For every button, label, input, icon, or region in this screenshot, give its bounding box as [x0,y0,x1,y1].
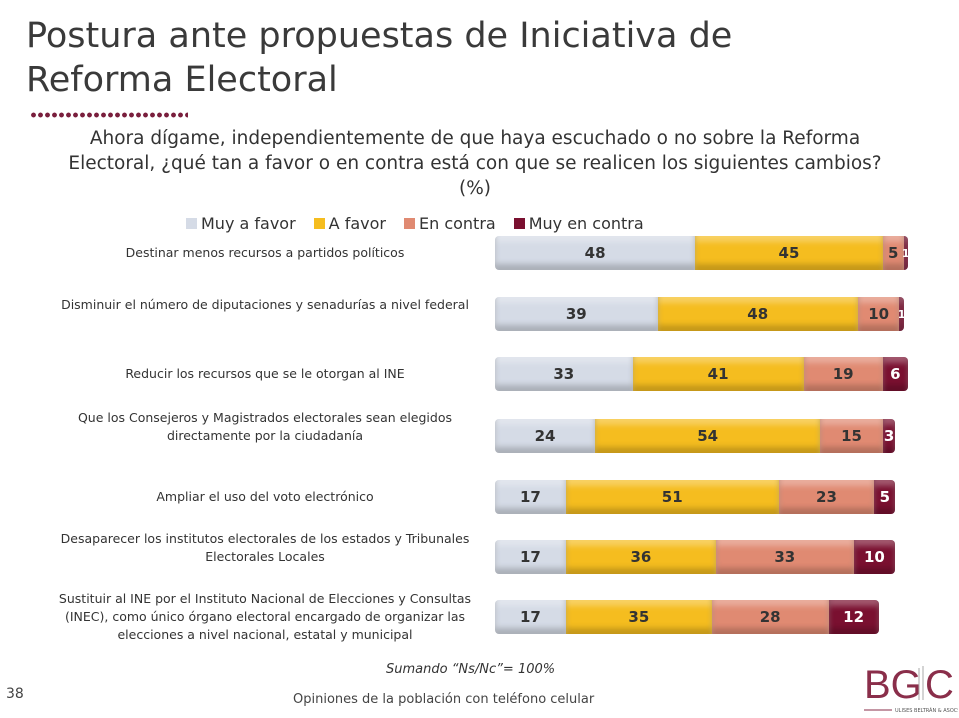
bar-segment-en-contra: 15 [820,419,883,453]
bar-segment-muy-a-favor: 17 [495,480,566,514]
legend-label: Muy en contra [528,214,644,233]
bar-segment-muy-a-favor: 33 [495,357,633,391]
legend: Muy a favor A favor En contra Muy en contra [186,214,644,233]
legend-item: En contra [403,214,496,233]
footer: Opiniones de la población con teléfono c… [293,692,595,707]
data-label: 1 [897,307,904,321]
bar-row: 17 51 23 5 [495,480,896,514]
bar-segment-muy-a-favor: 17 [495,540,566,574]
bar-segment-muy-en-contra: 1 [901,236,908,270]
legend-label: Muy a favor [201,214,296,233]
bar-segment-muy-a-favor: 39 [495,297,658,331]
data-label: 41 [707,365,729,383]
data-label: 6 [890,365,901,383]
data-label: 23 [816,488,837,506]
note: Sumando “Ns/Nc”= 100% [386,662,556,677]
data-label: 17 [520,608,541,626]
data-label: 28 [759,608,781,626]
data-label: 5 [879,488,891,506]
data-label: 15 [841,427,862,445]
data-label: 1 [901,246,908,260]
data-label: 10 [868,305,890,323]
data-label: 51 [661,488,683,506]
data-label: 39 [565,305,587,323]
bar-segment-muy-en-contra: 1 [897,297,904,331]
bar-row: 17 35 28 12 [495,600,879,634]
category-label: Desaparecer los institutos electorales d… [60,531,470,564]
bar-segment-muy-a-favor: 17 [495,600,566,634]
legend-label: En contra [418,214,496,233]
bgc-logo: BG C ULISES BELTRÁN & ASOCS. [862,660,959,714]
category-label: Que los Consejeros y Magistrados elector… [77,410,453,443]
data-label: 48 [747,305,769,323]
chart-question: Ahora dígame, independientemente de que … [68,128,882,199]
bar-segment-muy-en-contra: 5 [874,480,896,514]
data-label: 33 [553,365,575,383]
bar-segment-en-contra: 33 [715,540,854,574]
category-label: Ampliar el uso del voto electrónico [156,489,374,504]
svg-text:BG: BG [864,663,922,707]
bar-segment-a-favor: 51 [565,480,779,514]
bar-segment-a-favor: 54 [595,419,821,453]
category-label: Sustituir al INE por el Instituto Nacion… [58,591,472,642]
legend-item: Muy a favor [186,214,296,233]
dotted-divider [30,112,188,118]
data-label: 45 [778,244,800,262]
bar-segment-muy-a-favor: 24 [495,419,596,453]
bar-segment-muy-en-contra: 10 [853,540,896,574]
data-label: 3 [883,427,895,445]
bar-segment-muy-en-contra: 3 [882,419,896,453]
category-label: Reducir los recursos que se le otorgan a… [125,366,405,381]
legend-item: Muy en contra [513,214,644,233]
data-label: 17 [520,488,541,506]
bar-segment-en-contra: 23 [778,480,875,514]
data-label: 36 [630,548,652,566]
data-label: 5 [888,244,899,262]
bar-row: 39 48 10 1 [495,297,904,331]
bar-segment-a-favor: 35 [565,600,712,634]
bar-segment-en-contra: 19 [803,357,883,391]
bar-row: 17 36 33 10 [495,540,896,574]
legend-item: A favor [313,214,386,233]
legend-swatch [513,218,525,229]
data-label: 48 [584,244,606,262]
bar-segment-en-contra: 28 [711,600,829,634]
bar-row: 33 41 19 6 [495,357,908,391]
data-label: 17 [520,548,541,566]
data-label: 54 [697,427,719,445]
category-label: Disminuir el número de diputaciones y se… [61,297,469,312]
category-label: Destinar menos recursos a partidos polít… [125,245,405,260]
bar-segment-a-favor: 41 [632,357,804,391]
data-label: 33 [774,548,796,566]
bar-segment-muy-en-contra: 12 [828,600,879,634]
legend-swatch [186,218,197,229]
page-title: Postura ante propuestas de Iniciativa de… [26,16,733,100]
bar-segment-muy-a-favor: 48 [495,236,696,270]
data-label: 24 [534,427,556,445]
bar-segment-en-contra: 5 [882,236,904,270]
bar-segment-a-favor: 45 [695,236,883,270]
svg-text:ULISES BELTRÁN & ASOCS.: ULISES BELTRÁN & ASOCS. [895,707,958,714]
data-label: 35 [628,608,650,626]
page-number: 38 [6,686,24,702]
data-label: 19 [832,365,854,383]
bar-row: 48 45 5 1 [495,236,908,270]
bar-row: 24 54 15 3 [495,419,896,453]
legend-swatch [313,218,325,229]
svg-text:C: C [925,663,954,707]
data-label: 12 [843,608,865,626]
legend-swatch [403,218,415,229]
bar-segment-muy-en-contra: 6 [882,357,908,391]
bar-segment-a-favor: 48 [657,297,858,331]
data-label: 10 [864,548,885,566]
legend-label: A favor [328,214,386,233]
bar-segment-en-contra: 10 [857,297,900,331]
bar-segment-a-favor: 36 [565,540,716,574]
